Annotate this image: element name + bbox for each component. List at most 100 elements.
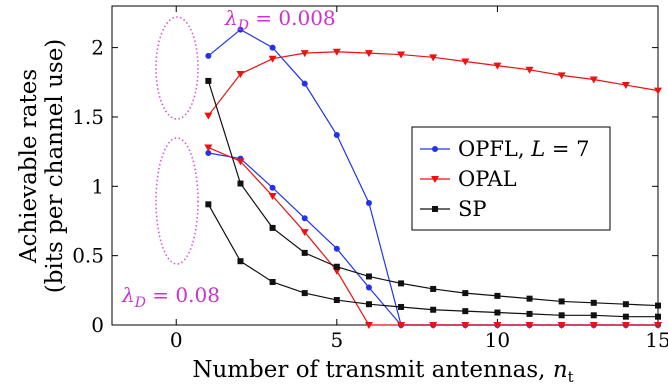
data-point	[461, 322, 470, 329]
data-point	[589, 322, 598, 329]
data-point	[205, 52, 212, 59]
data-point	[301, 249, 308, 256]
legend-marker	[431, 176, 439, 183]
data-point	[333, 297, 340, 304]
data-point	[590, 312, 597, 319]
data-point	[269, 224, 276, 231]
legend-item: OPFL, L = 7	[420, 137, 589, 161]
legend-item: OPAL	[420, 167, 517, 191]
data-point	[494, 292, 501, 299]
data-point	[558, 298, 565, 305]
x-tick-label: 10	[485, 328, 510, 352]
series-5	[205, 201, 661, 320]
series-4	[205, 77, 661, 309]
data-point	[494, 309, 501, 316]
data-point	[590, 299, 597, 306]
legend-label: SP	[458, 197, 487, 221]
data-point	[205, 201, 212, 208]
data-point	[333, 245, 340, 252]
data-point	[268, 193, 277, 201]
data-point	[461, 58, 470, 66]
data-point	[365, 199, 372, 206]
y-tick-label: 2	[91, 36, 104, 60]
annotation-label: λD = 0.008	[224, 6, 336, 34]
data-point	[462, 308, 469, 315]
y-tick-label: 1.5	[72, 105, 104, 129]
data-point	[429, 322, 438, 329]
data-point	[525, 66, 534, 74]
legend: OPFL, L = 7 OPAL SP	[411, 126, 611, 231]
legend-item: SP	[420, 197, 487, 221]
data-point	[429, 54, 438, 62]
data-point	[301, 80, 308, 87]
series-line	[207, 51, 659, 116]
data-point	[655, 302, 661, 309]
legend-label: OPAL	[458, 167, 517, 191]
data-point	[301, 290, 308, 297]
data-point	[269, 279, 276, 286]
data-point	[204, 112, 213, 120]
data-point	[205, 150, 212, 157]
data-point	[364, 322, 373, 329]
y-tick-label: 1	[91, 174, 104, 198]
legend-marker	[432, 146, 438, 152]
data-point	[525, 322, 534, 329]
x-tick-label: 0	[170, 328, 183, 352]
y-axis-label-units: (bits per channel use)	[42, 39, 68, 294]
data-point	[236, 70, 245, 78]
data-point	[397, 322, 406, 329]
data-point	[397, 51, 406, 59]
data-point	[204, 144, 213, 152]
data-point	[526, 310, 533, 317]
data-point	[557, 322, 566, 329]
y-tick-label: 0.5	[72, 244, 104, 268]
data-point	[621, 82, 630, 90]
data-point	[333, 263, 340, 270]
data-point	[205, 77, 212, 84]
data-point	[237, 180, 244, 187]
data-point	[622, 301, 629, 308]
data-point	[365, 301, 372, 308]
data-point	[364, 50, 373, 58]
data-point	[269, 44, 276, 51]
data-point	[237, 258, 244, 265]
data-point	[655, 313, 661, 320]
data-point	[654, 87, 662, 95]
axis-labels: Number of transmit antennas, nt Achievabl…	[16, 39, 574, 386]
y-tick-label: 0	[91, 313, 104, 337]
data-point	[300, 229, 309, 237]
data-point	[558, 312, 565, 319]
x-tick-label: 15	[645, 328, 668, 352]
annotation-ellipse	[155, 16, 199, 120]
data-point	[557, 72, 566, 80]
data-point	[589, 76, 598, 84]
data-point	[622, 313, 629, 320]
x-axis-label: Number of transmit antennas, nt	[192, 357, 573, 386]
annotation-label: λD = 0.08	[121, 283, 220, 311]
data-point	[398, 303, 405, 310]
data-point	[462, 290, 469, 297]
data-point	[269, 184, 276, 191]
data-point	[236, 158, 245, 166]
data-point	[621, 322, 630, 329]
data-point	[430, 285, 437, 292]
data-point	[332, 48, 341, 56]
x-tick-label: 5	[330, 328, 343, 352]
data-point	[493, 322, 502, 329]
legend-marker	[432, 206, 438, 212]
data-point	[654, 322, 662, 329]
plot-area: 0 5 10 15 0 0.5 1 1.5 2	[72, 5, 668, 352]
data-point	[301, 215, 308, 222]
data-point	[237, 26, 244, 33]
data-point	[268, 55, 277, 63]
y-axis-label: Achievable rates	[16, 69, 42, 264]
data-point	[526, 295, 533, 302]
data-point	[300, 50, 309, 58]
annotations: λD = 0.008 λD = 0.08	[121, 6, 336, 311]
data-point	[365, 284, 372, 291]
annotation-ellipse	[155, 137, 199, 265]
data-point	[365, 273, 372, 280]
series-3	[204, 144, 662, 329]
data-point	[333, 131, 340, 138]
legend-label: OPFL, L = 7	[458, 137, 589, 161]
